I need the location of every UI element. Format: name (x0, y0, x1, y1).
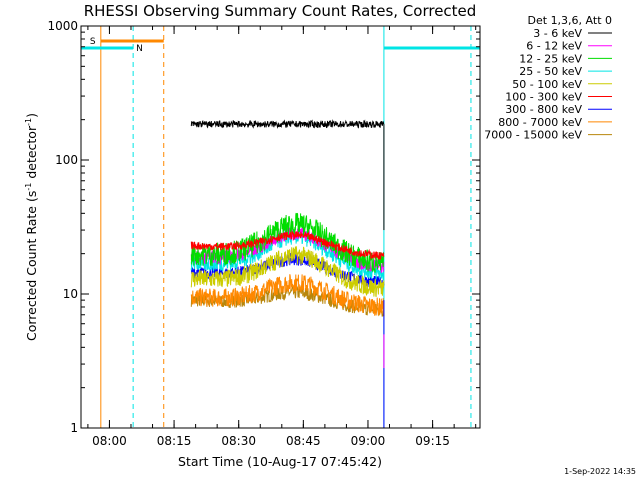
legend-label: 100 - 300 keV (505, 91, 582, 104)
night-label: N (136, 44, 143, 54)
chart-title: RHESSI Observing Summary Count Rates, Co… (84, 2, 477, 20)
x-axis-label: Start Time (10-Aug-17 07:45:42) (178, 454, 382, 469)
legend-label: 25 - 50 keV (519, 65, 582, 78)
series-layer (190, 119, 385, 428)
y-tick-label: 1000 (47, 19, 78, 33)
series-line (190, 229, 385, 261)
plot-frame (80, 25, 481, 429)
axis-ticks: 08:00 08:15 08:30 08:45 09:00 09:15 1 10 100 1000 (47, 19, 480, 448)
legend-label: 3 - 6 keV (533, 27, 582, 40)
legend-label: 800 - 7000 keV (498, 116, 582, 129)
legend-label: 50 - 100 keV (512, 78, 582, 91)
x-tick-label: 09:00 (351, 434, 386, 448)
x-tick-label: 08:15 (157, 434, 192, 448)
legend-label: 300 - 800 keV (505, 103, 582, 116)
y-axis-label: Corrected Count Rate (s-1 detector-1) (24, 113, 39, 341)
x-tick-label: 09:15 (415, 434, 450, 448)
x-tick-label: 08:45 (286, 434, 321, 448)
footer-date: 1-Sep-2022 14:35 (564, 467, 636, 476)
y-tick-label: 10 (63, 287, 78, 301)
y-tick-label: 100 (55, 153, 78, 167)
legend-label: 7000 - 15000 keV (484, 129, 582, 142)
legend-label: 6 - 12 keV (526, 40, 582, 53)
series-line (190, 119, 385, 129)
x-tick-label: 08:00 (92, 434, 127, 448)
series-line (190, 274, 385, 316)
x-tick-label: 08:30 (221, 434, 256, 448)
series-line (190, 246, 385, 298)
y-tick-label: 1 (70, 421, 78, 435)
legend-label: 12 - 25 keV (519, 52, 582, 65)
saa-label: S (90, 37, 96, 47)
legend-header: Det 1,3,6, Att 0 (528, 14, 612, 27)
